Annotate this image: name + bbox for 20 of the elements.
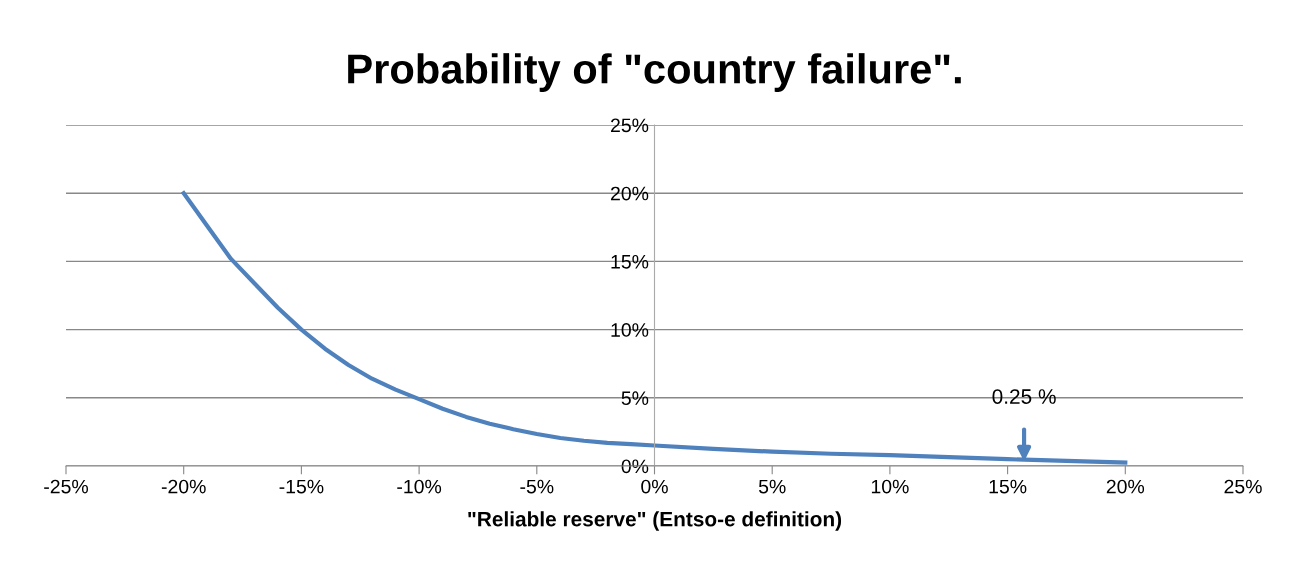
x-tick-label: 15% bbox=[989, 479, 1027, 494]
x-tick-label: -20% bbox=[161, 479, 206, 494]
y-tick-label: 10% bbox=[611, 323, 649, 337]
x-tick-label: -5% bbox=[520, 479, 554, 494]
x-tick-label: 20% bbox=[1106, 479, 1145, 494]
annotation: 0.25 % bbox=[992, 389, 1056, 404]
x-tick-label: 0% bbox=[641, 479, 668, 494]
x-tick-label: -10% bbox=[397, 479, 442, 494]
x-tick-label: 25% bbox=[1224, 479, 1262, 494]
x-tick-label: 5% bbox=[758, 479, 786, 494]
y-tick-label: 5% bbox=[621, 391, 649, 406]
y-tick-label: 15% bbox=[611, 254, 649, 269]
x-tick-label: 10% bbox=[871, 479, 909, 494]
y-tick-label: 20% bbox=[611, 186, 649, 201]
x-tick-label: -25% bbox=[44, 479, 89, 494]
chart-title: Probability of "country failure". bbox=[348, 53, 961, 92]
y-tick-label: 25% bbox=[611, 118, 649, 133]
x-tick-label: -15% bbox=[279, 479, 324, 494]
x-axis-title: "Reliable reserve" (Entso-e definition) bbox=[468, 511, 842, 531]
y-tick-label: 0% bbox=[621, 459, 649, 474]
